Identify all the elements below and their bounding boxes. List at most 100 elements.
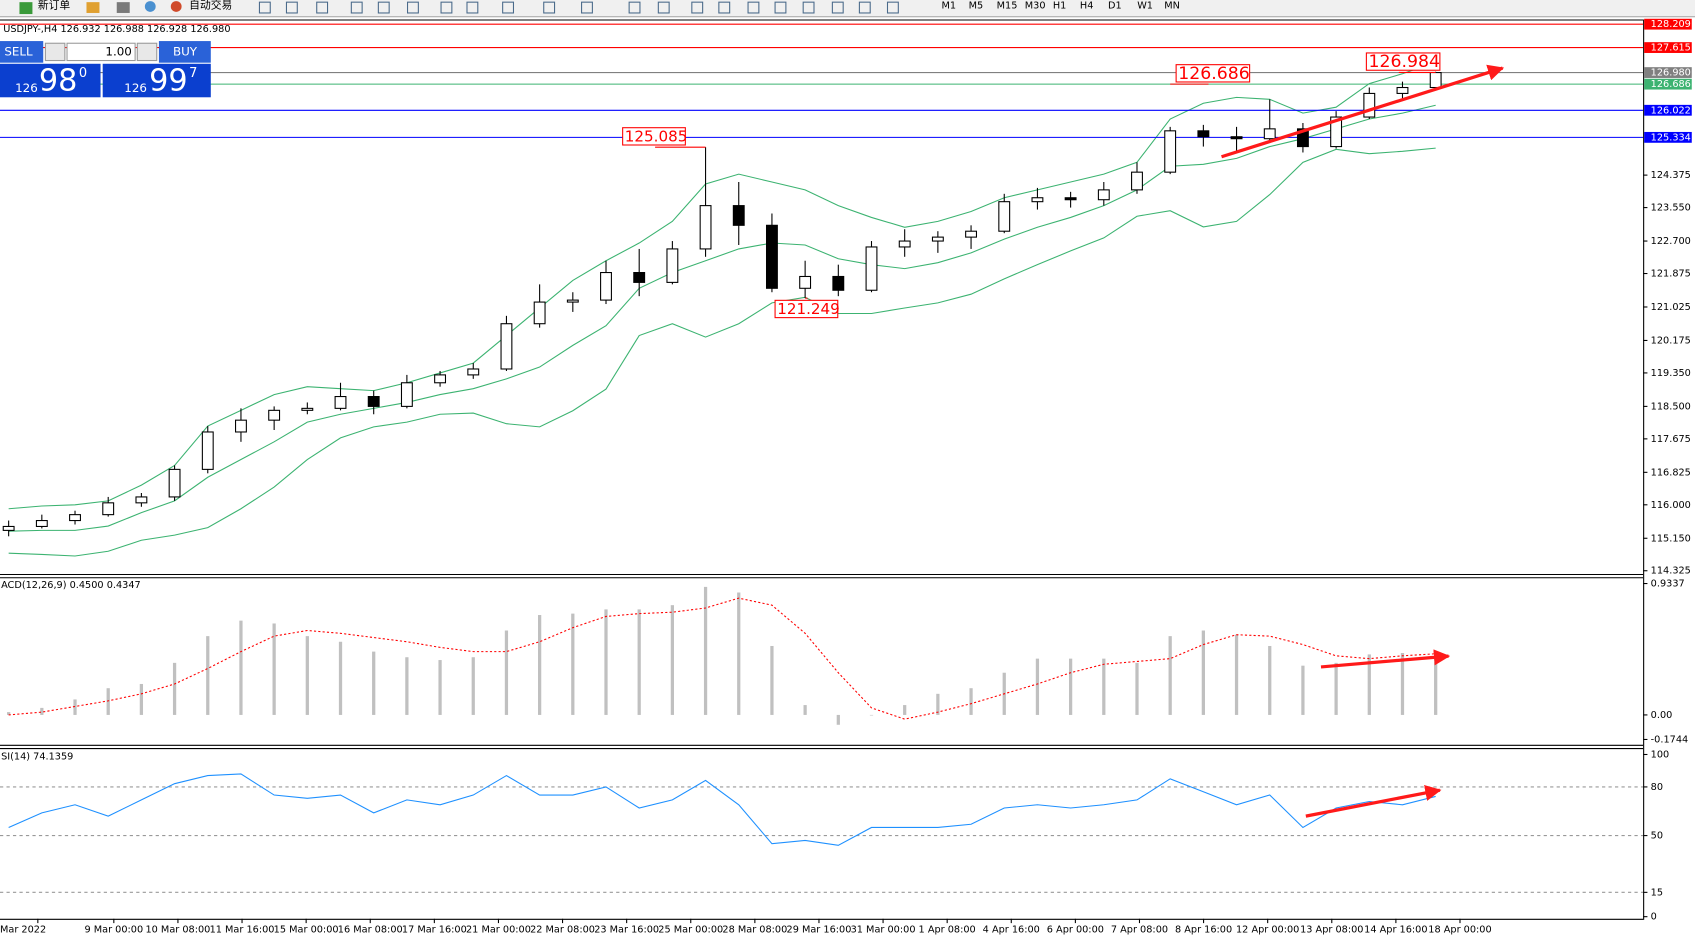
toolbar-icon[interactable] bbox=[377, 1, 390, 14]
macd-bar bbox=[604, 609, 608, 715]
candle-body bbox=[1396, 86, 1409, 94]
auto-trading-button[interactable]: 自动交易 bbox=[189, 0, 232, 11]
x-tick-label: 18 Apr 00:00 bbox=[1428, 925, 1491, 935]
new-order-icon[interactable] bbox=[19, 2, 33, 15]
x-tick-label: 23 Mar 16:00 bbox=[594, 925, 659, 935]
candle-body bbox=[334, 396, 347, 409]
macd-bar bbox=[969, 688, 973, 715]
timeframe-button[interactable]: H4 bbox=[1080, 0, 1094, 11]
x-tick-label: 17 Mar 16:00 bbox=[402, 925, 467, 935]
toolbar-icon[interactable] bbox=[258, 1, 271, 14]
bollinger-band bbox=[8, 147, 1436, 557]
x-tick-label: 28 Mar 08:00 bbox=[722, 925, 787, 935]
toolbar-icon[interactable] bbox=[802, 1, 815, 14]
price-level-label: 125.334 bbox=[1651, 132, 1691, 143]
toolbar-icon[interactable] bbox=[144, 1, 156, 12]
x-tick-label: 7 Apr 08:00 bbox=[1111, 925, 1168, 935]
toolbar-icon[interactable] bbox=[543, 1, 556, 14]
one-click-trading: SELL 1.00 BUY 126 98 0 126 99 7 bbox=[0, 41, 211, 99]
time-axis: Mar 2022 9 Mar 00:00 10 Mar 08:00 11 Mar 16… bbox=[0, 918, 1492, 935]
price-level-label: 126.022 bbox=[1651, 105, 1691, 116]
toolbar-icon[interactable] bbox=[440, 1, 453, 14]
timeframe-button[interactable]: W1 bbox=[1137, 0, 1153, 11]
rsi-title: SI(14) 74.1359 bbox=[1, 752, 73, 763]
y-tick-label: 50 bbox=[1651, 831, 1663, 842]
ask-big: 126 bbox=[124, 81, 147, 95]
macd-bar bbox=[1301, 665, 1305, 715]
buy-button[interactable] bbox=[158, 41, 211, 63]
timeframe-button[interactable]: H1 bbox=[1053, 0, 1067, 11]
new-order-button[interactable]: 新订单 bbox=[38, 0, 71, 11]
toolbar-icon[interactable] bbox=[350, 1, 363, 14]
ask-sup: 7 bbox=[189, 66, 197, 81]
candle-body bbox=[235, 419, 247, 433]
toolbar-icon[interactable] bbox=[581, 1, 593, 14]
candle-body bbox=[434, 374, 447, 384]
macd-bar bbox=[172, 662, 177, 715]
auto-trading-icon[interactable] bbox=[170, 1, 182, 12]
macd-bar bbox=[372, 651, 376, 715]
toolbar-icon[interactable] bbox=[747, 1, 760, 14]
toolbar-icon[interactable] bbox=[406, 1, 419, 14]
toolbar-icon[interactable] bbox=[691, 1, 704, 14]
lot-input[interactable] bbox=[66, 42, 136, 62]
bid-sup: 0 bbox=[79, 66, 87, 81]
sell-label[interactable]: SELL bbox=[4, 44, 33, 58]
timeframe-button[interactable]: MN bbox=[1164, 0, 1180, 11]
buy-label[interactable]: BUY bbox=[173, 44, 198, 58]
toolbar-icon[interactable] bbox=[628, 1, 641, 14]
lot-down[interactable] bbox=[44, 42, 66, 62]
toolbar-icon[interactable] bbox=[831, 1, 844, 14]
timeframe-button[interactable]: M30 bbox=[1025, 0, 1046, 11]
macd-bar bbox=[1135, 662, 1139, 715]
x-tick-label: 31 Mar 00:00 bbox=[851, 925, 916, 935]
y-tick-label: 124.375 bbox=[1651, 170, 1691, 181]
toolbar-icon[interactable] bbox=[718, 1, 731, 14]
toolbar-icon[interactable] bbox=[858, 1, 871, 14]
candle-body bbox=[1429, 72, 1442, 89]
ask-main: 99 bbox=[149, 64, 188, 99]
candle-body bbox=[799, 275, 812, 289]
toolbar-icon[interactable] bbox=[86, 2, 100, 13]
lot-value[interactable]: 1.00 bbox=[105, 44, 131, 58]
candle-body bbox=[400, 382, 413, 407]
sell-button[interactable] bbox=[0, 41, 44, 63]
macd-bar bbox=[305, 636, 309, 715]
candle-body bbox=[1363, 92, 1376, 118]
macd-bar bbox=[1068, 658, 1073, 715]
rsi-pane bbox=[0, 773, 1644, 893]
toolbar-icon[interactable] bbox=[116, 2, 130, 13]
toolbar-icon[interactable] bbox=[316, 1, 329, 14]
y-tick-label: 119.350 bbox=[1651, 368, 1691, 379]
candle-body bbox=[1064, 197, 1077, 201]
annotation-label: 126.686 bbox=[1178, 64, 1249, 84]
x-tick-label: 1 Apr 08:00 bbox=[919, 925, 976, 935]
y-tick-label: 116.825 bbox=[1651, 467, 1691, 478]
macd-bar bbox=[106, 688, 110, 715]
toolbar-icon[interactable] bbox=[886, 1, 899, 14]
macd-bar bbox=[7, 712, 11, 715]
toolbar-icon[interactable] bbox=[774, 1, 787, 14]
price-level-label: 126.686 bbox=[1651, 79, 1691, 90]
candle-body bbox=[1330, 116, 1343, 148]
ask-price-box[interactable] bbox=[102, 63, 211, 98]
macd-bar bbox=[571, 613, 575, 715]
toolbar-icon[interactable] bbox=[466, 1, 479, 14]
x-tick-label: 8 Apr 16:00 bbox=[1175, 925, 1232, 935]
macd-bar bbox=[471, 657, 475, 715]
bid-price-box[interactable] bbox=[0, 63, 101, 98]
timeframe-button[interactable]: M1 bbox=[942, 0, 957, 11]
macd-bar bbox=[338, 641, 343, 715]
timeframe-button[interactable]: D1 bbox=[1108, 0, 1122, 11]
timeframe-button[interactable]: M5 bbox=[969, 0, 984, 11]
candle-body bbox=[2, 525, 15, 531]
price-level-tag bbox=[1644, 104, 1692, 116]
y-tick-label: 0.00 bbox=[1651, 710, 1673, 721]
toolbar-icon[interactable] bbox=[657, 1, 670, 14]
toolbar-icon[interactable] bbox=[502, 1, 515, 14]
lot-up[interactable] bbox=[136, 42, 158, 62]
timeframe-button[interactable]: M15 bbox=[997, 0, 1018, 11]
toolbar-icon[interactable] bbox=[285, 1, 298, 14]
candle-body bbox=[898, 240, 911, 248]
candle-body bbox=[467, 368, 480, 376]
